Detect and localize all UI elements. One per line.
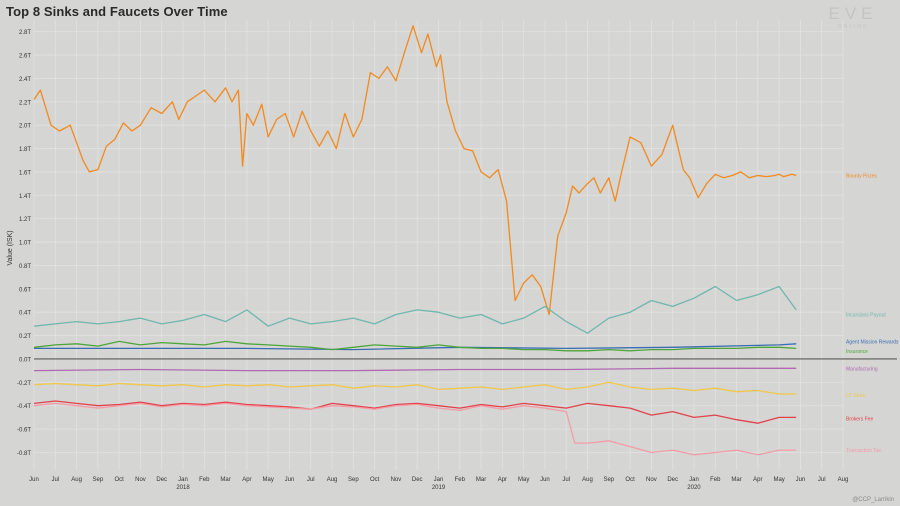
y-tick-label: -0.2T xyxy=(17,381,31,387)
series-line-incursions-payout xyxy=(33,285,797,334)
x-year-label: 2018 xyxy=(176,485,190,491)
y-axis: 2.8T 2.6T 2.4T 2.2T 2.0T 1.8T 1.6T 1.4T 1.2T 1.0T… xyxy=(17,30,31,457)
x-tick-label: Dec xyxy=(412,477,423,483)
y-tick-label: 0.4T xyxy=(19,311,31,317)
y-axis-label: Value (ISK) xyxy=(7,230,14,265)
x-tick-label: Aug xyxy=(71,477,82,483)
y-tick-label: 0.0T xyxy=(19,357,31,363)
series-line-lp-store xyxy=(33,381,797,395)
x-tick-label: Jan xyxy=(689,477,699,483)
x-tick-label: Sep xyxy=(603,477,614,483)
y-tick-label: -0.8T xyxy=(17,451,31,457)
x-tick-label: Apr xyxy=(753,477,762,483)
series-label-transaction-tax: Transaction Tax xyxy=(846,448,882,454)
y-tick-label: 0.6T xyxy=(19,287,31,293)
x-tick-label: Feb xyxy=(199,477,210,483)
x-tick-label: May xyxy=(773,477,784,483)
x-tick-label: Jul xyxy=(818,477,826,483)
credit-label: @CCP_Larrikin xyxy=(852,497,894,503)
x-tick-label: Aug xyxy=(327,477,338,483)
series-labels: Bounty Prizes Incursions Payout Agent Miss… xyxy=(846,173,899,454)
x-tick-label: Oct xyxy=(114,477,124,483)
y-tick-label: -0.6T xyxy=(17,428,31,434)
x-tick-label: Dec xyxy=(667,477,678,483)
x-tick-label: Aug xyxy=(838,477,849,483)
series-line-insurance xyxy=(33,340,797,352)
x-tick-label: May xyxy=(263,477,274,483)
logo-text: EVE xyxy=(828,4,877,23)
series-label-manufacturing: Manufacturing xyxy=(846,366,878,372)
y-tick-label: 2.2T xyxy=(19,100,31,106)
y-tick-label: 1.4T xyxy=(19,194,31,200)
x-tick-label: Nov xyxy=(135,477,146,483)
logo-subtext: ONLINE xyxy=(838,24,869,30)
x-tick-label: Mar xyxy=(476,477,486,483)
x-tick-label: Jun xyxy=(796,477,806,483)
x-tick-label: Sep xyxy=(348,477,359,483)
y-tick-label: 0.8T xyxy=(19,264,31,270)
series-line-brokers-fee xyxy=(33,400,797,424)
x-tick-label: Jul xyxy=(562,477,570,483)
series-label-insurance: Insurance xyxy=(846,349,868,355)
x-tick-label: Oct xyxy=(625,477,635,483)
x-tick-label: Jun xyxy=(29,477,39,483)
series-label-agent-mission-rewards: Agent Mission Rewards xyxy=(846,339,899,345)
y-tick-label: 2.6T xyxy=(19,54,31,60)
y-tick-label: 1.8T xyxy=(19,147,31,153)
x-tick-label: Jan xyxy=(434,477,444,483)
x-tick-label: Apr xyxy=(242,477,251,483)
y-tick-label: 1.0T xyxy=(19,241,31,247)
y-tick-label: 1.2T xyxy=(19,217,31,223)
chart-grid xyxy=(33,20,844,470)
x-tick-label: May xyxy=(518,477,529,483)
x-tick-label: Dec xyxy=(156,477,167,483)
chart-title: Top 8 Sinks and Faucets Over Time xyxy=(6,4,228,19)
series-line-manufacturing xyxy=(33,367,797,372)
x-tick-label: Mar xyxy=(731,477,741,483)
x-tick-label: Jul xyxy=(307,477,315,483)
series-label-brokers-fee: Brokers Fee xyxy=(846,417,873,423)
x-tick-label: Jun xyxy=(540,477,550,483)
y-tick-label: 2.0T xyxy=(19,124,31,130)
x-tick-label: Mar xyxy=(220,477,230,483)
x-tick-label: Feb xyxy=(455,477,466,483)
y-tick-label: 0.2T xyxy=(19,334,31,340)
eve-online-logo: EVE ONLINE xyxy=(828,4,877,30)
x-tick-label: Apr xyxy=(498,477,507,483)
x-axis: Jun Jul Aug Sep Oct Nov Dec Jan Feb Mar Apr May Jun J… xyxy=(29,477,848,491)
x-tick-label: Jun xyxy=(285,477,295,483)
y-tick-label: -0.4T xyxy=(17,404,31,410)
series-line-transaction-tax xyxy=(33,402,797,456)
x-tick-label: Jan xyxy=(178,477,188,483)
series-label-incursions-payout: Incursions Payout xyxy=(846,313,886,319)
series-label-bounty-prizes: Bounty Prizes xyxy=(846,173,877,179)
series-line-bounty-prizes xyxy=(33,25,797,316)
y-tick-label: 2.8T xyxy=(19,30,31,36)
y-tick-label: 1.6T xyxy=(19,170,31,176)
y-tick-label: 2.4T xyxy=(19,77,31,83)
x-tick-label: Jul xyxy=(51,477,59,483)
x-year-label: 2020 xyxy=(687,485,701,491)
x-tick-label: Sep xyxy=(93,477,104,483)
x-tick-label: Aug xyxy=(582,477,593,483)
series-label-lp-store: LP Store xyxy=(846,393,866,399)
x-tick-label: Nov xyxy=(646,477,657,483)
x-tick-label: Nov xyxy=(391,477,402,483)
x-year-label: 2019 xyxy=(432,485,446,491)
series-lines xyxy=(33,25,797,456)
x-tick-label: Feb xyxy=(710,477,721,483)
x-tick-label: Oct xyxy=(370,477,380,483)
